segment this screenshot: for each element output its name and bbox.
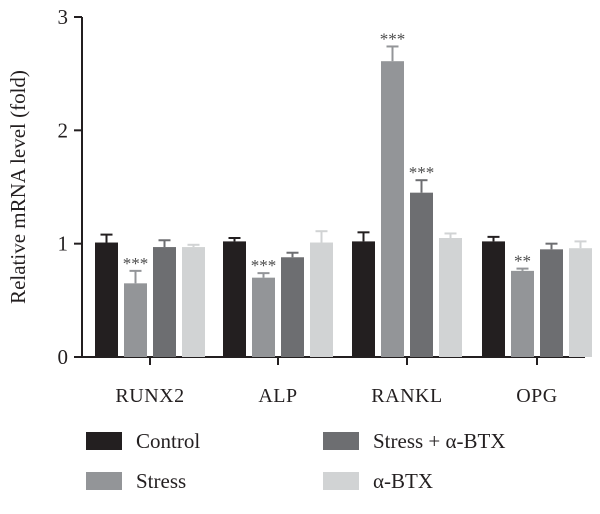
legend-label: Stress + α-BTX <box>373 429 506 453</box>
y-tick-label: 0 <box>58 345 69 369</box>
bar <box>482 241 505 357</box>
significance-marker: *** <box>409 163 435 182</box>
bar <box>281 257 304 357</box>
bar <box>352 241 375 357</box>
bar <box>511 270 534 357</box>
legend-swatch <box>323 472 359 490</box>
bar <box>439 238 462 357</box>
y-axis-title: Relative mRNA level (fold) <box>6 70 30 304</box>
legend-swatch <box>323 432 359 450</box>
legend-label: Stress <box>136 469 186 493</box>
x-category-label: OPG <box>516 385 558 407</box>
bar <box>310 242 333 357</box>
significance-marker: *** <box>123 254 149 273</box>
bar <box>540 249 563 357</box>
bar <box>223 241 246 357</box>
bar <box>569 248 592 357</box>
legend-swatch <box>86 472 122 490</box>
y-tick-label: 2 <box>58 118 69 142</box>
significance-marker: ** <box>514 252 531 271</box>
legend-label: α-BTX <box>373 469 433 493</box>
significance-marker: *** <box>251 256 277 275</box>
bar <box>410 192 433 357</box>
x-category-label: RANKL <box>371 385 442 407</box>
bar <box>252 277 275 357</box>
x-category-label: RUNX2 <box>115 385 184 407</box>
y-tick-label: 1 <box>58 232 69 256</box>
bar <box>381 61 404 357</box>
y-tick-label: 3 <box>58 5 69 29</box>
bar <box>124 283 147 357</box>
legend-label: Control <box>136 429 200 453</box>
x-category-label: ALP <box>258 385 297 407</box>
significance-marker: *** <box>380 29 406 48</box>
bar <box>182 247 205 357</box>
legend-swatch <box>86 432 122 450</box>
bar <box>153 247 176 357</box>
bar <box>95 242 118 357</box>
